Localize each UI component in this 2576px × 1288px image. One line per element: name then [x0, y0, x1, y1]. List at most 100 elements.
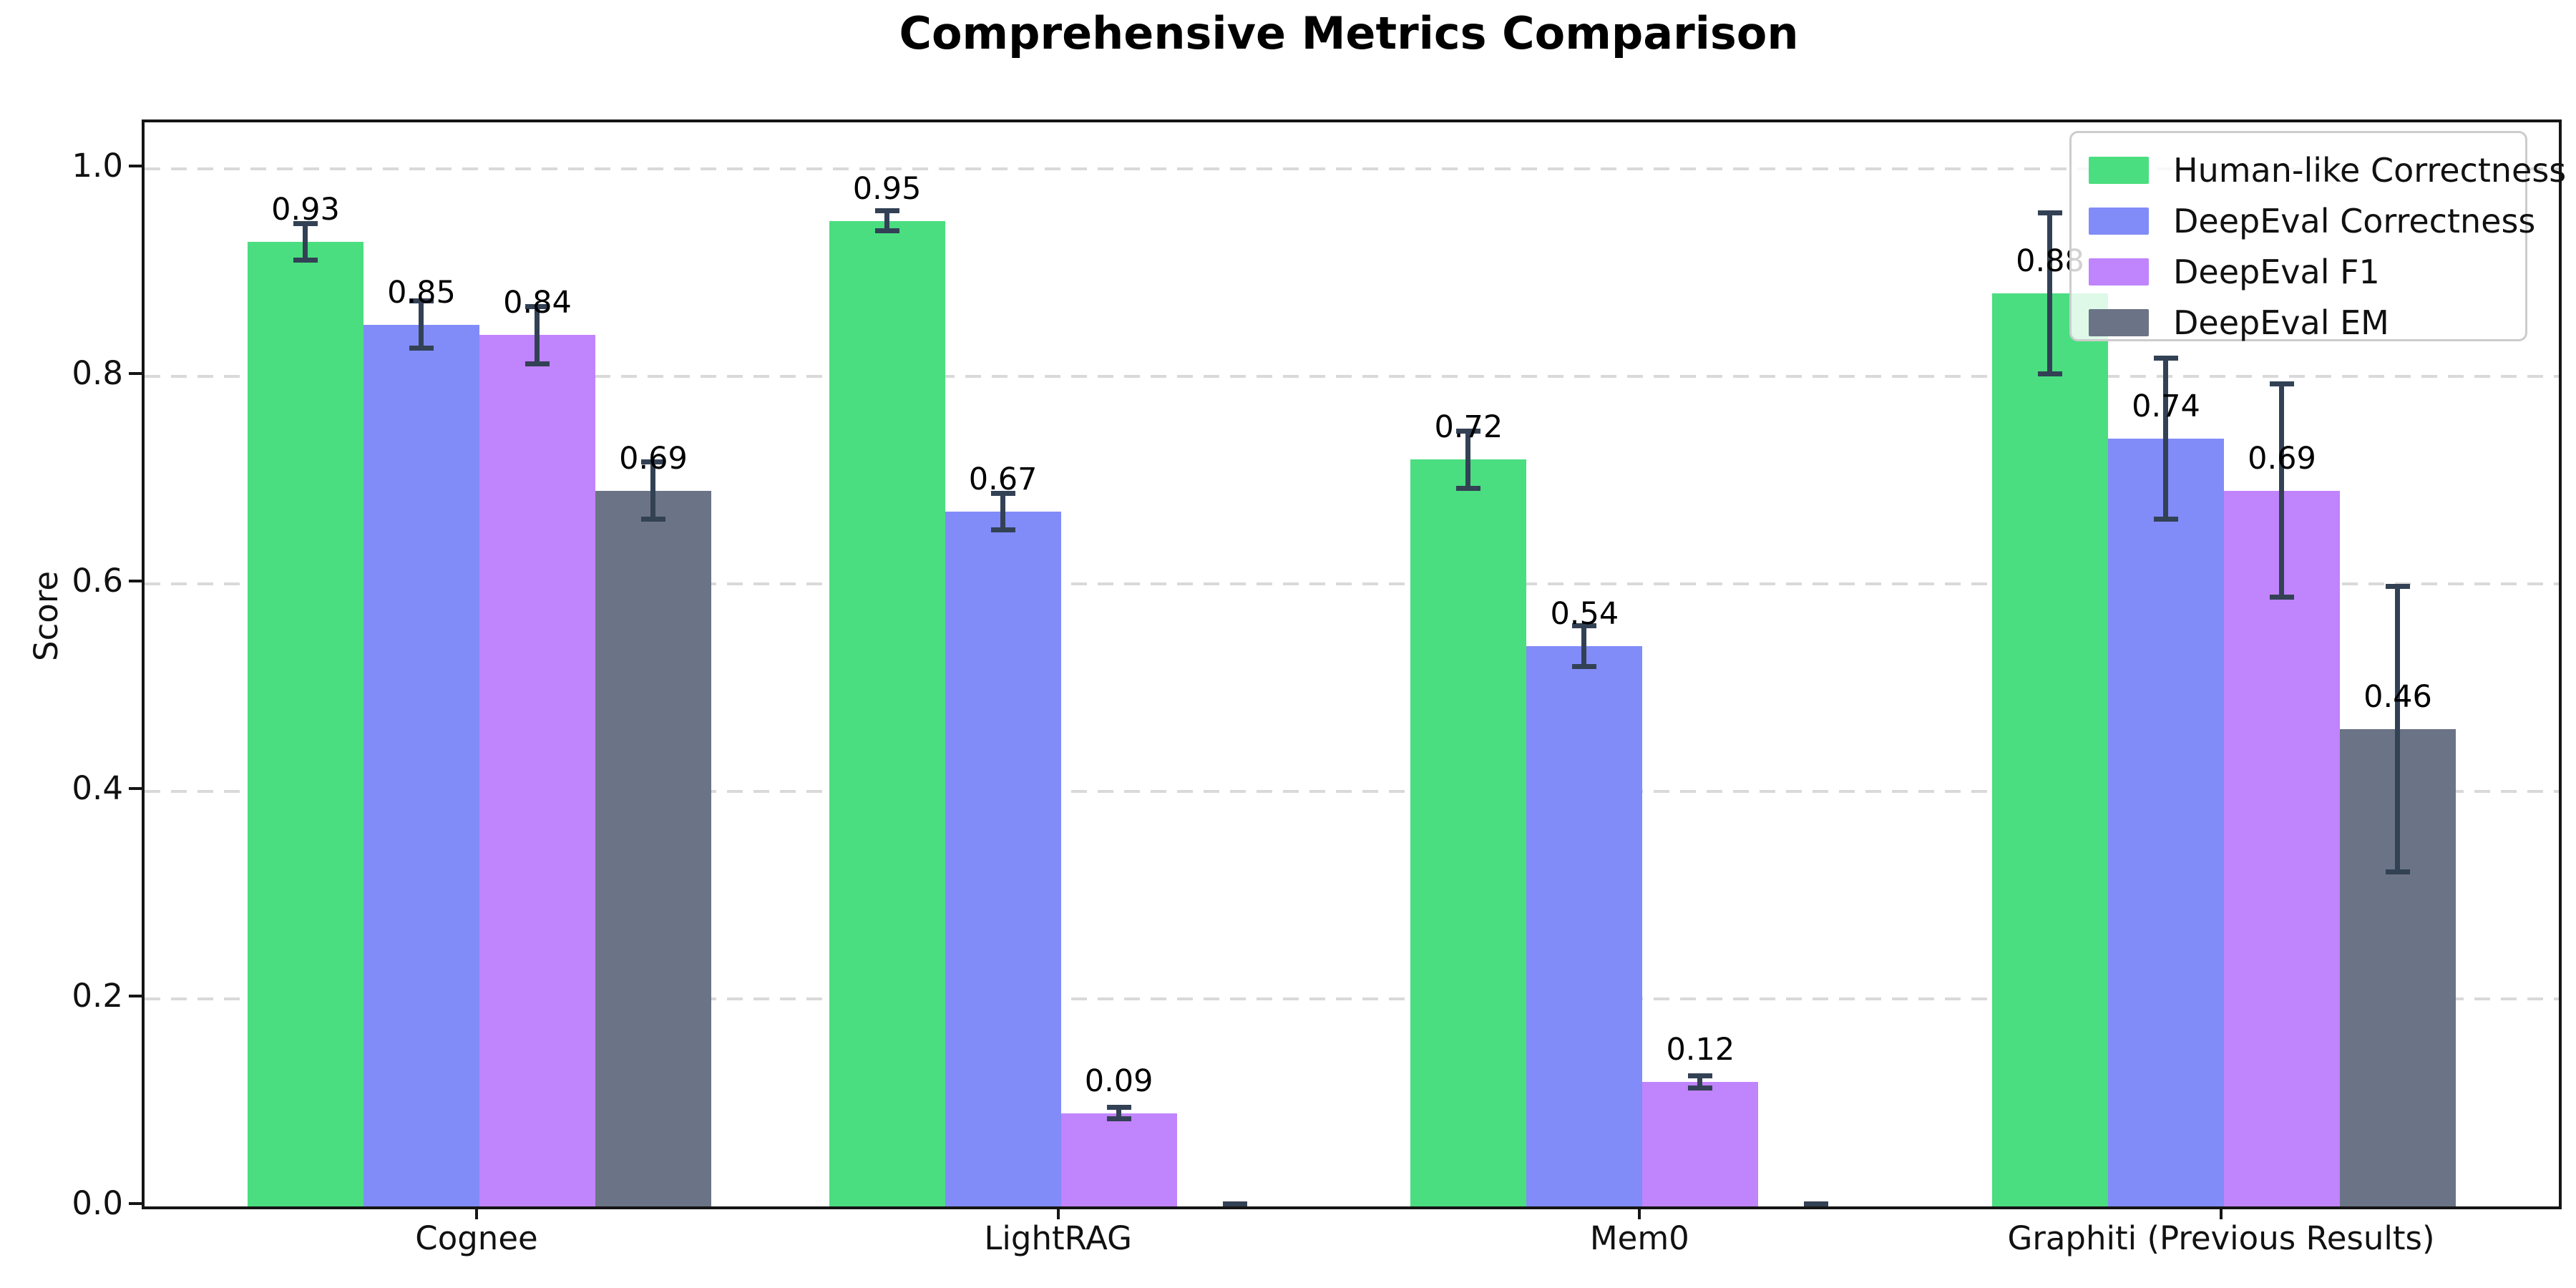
legend-swatch	[2089, 309, 2149, 336]
bar-deepeval-f1-cognee	[479, 335, 595, 1206]
bar-value-label: 0.12	[1666, 1032, 1735, 1068]
bar-value-label: 0.93	[271, 191, 340, 228]
y-tick-label: 0.4	[72, 769, 123, 808]
error-bar-cap-bottom	[1222, 1201, 1247, 1206]
y-tick-mark	[129, 995, 142, 998]
error-bar	[293, 220, 318, 263]
gridline-0.4	[145, 790, 2559, 794]
legend-item-deepeval-correctness: DeepEval Correctness	[2089, 198, 2535, 244]
error-bar-cap-bottom	[641, 517, 665, 522]
error-bar	[409, 298, 434, 351]
legend-swatch	[2089, 258, 2149, 286]
bar-human-like-correctness-cognee	[248, 241, 364, 1206]
error-bar-cap-top	[1106, 1104, 1131, 1110]
y-tick-mark	[129, 787, 142, 791]
error-bar-cap-top	[409, 298, 434, 304]
legend-item-deepeval-f1: DeepEval F1	[2089, 249, 2525, 295]
bar-value-label: 0.67	[968, 461, 1038, 497]
error-bar-cap-bottom	[874, 228, 899, 234]
error-bar	[2038, 210, 2062, 377]
error-bar-cap-top	[293, 220, 318, 226]
bar-human-like-correctness-graphiti-previous-results-	[1992, 293, 2108, 1206]
bar-human-like-correctness-lightrag	[829, 220, 945, 1206]
error-bar	[1222, 1201, 1247, 1206]
error-bar-cap-top	[525, 303, 550, 309]
legend-label: DeepEval EM	[2173, 303, 2389, 342]
error-bar	[1688, 1073, 1713, 1091]
y-tick-label: 0.8	[72, 354, 123, 393]
bar-value-label: 0.72	[1434, 409, 1503, 446]
error-bar-cap-bottom	[2270, 594, 2294, 600]
error-bar	[1106, 1104, 1131, 1122]
chart-title: Comprehensive Metrics Comparison	[899, 7, 1799, 59]
y-tick-mark	[129, 580, 142, 583]
error-bar-line	[1697, 1073, 1703, 1091]
error-bar-line	[2047, 210, 2052, 377]
y-tick-label: 0.0	[72, 1184, 123, 1222]
bar-value-label: 0.74	[2132, 389, 2200, 425]
bar-value-label: 0.54	[1550, 596, 1619, 633]
error-bar-cap-bottom	[293, 257, 318, 263]
legend-label: DeepEval F1	[2173, 253, 2380, 291]
error-bar-cap-bottom	[1688, 1085, 1713, 1091]
bar-value-label: 0.09	[1084, 1063, 1153, 1099]
error-bar	[641, 459, 665, 522]
legend-label: DeepEval Correctness	[2173, 202, 2536, 240]
bar-value-label: 0.85	[387, 274, 456, 311]
bar-value-label: 0.69	[619, 440, 688, 477]
gridline-1.0	[145, 167, 2559, 171]
gridline-0.2	[145, 997, 2559, 1001]
bar-deepeval-correctness-graphiti-previous-results-	[2108, 439, 2224, 1206]
y-tick-label: 0.6	[72, 562, 123, 600]
error-bar-cap-bottom	[2038, 371, 2062, 377]
bar-value-label: 0.69	[2248, 440, 2316, 477]
x-tick-mark	[475, 1206, 478, 1219]
error-bar	[1572, 623, 1597, 670]
error-bar-line	[1116, 1104, 1121, 1122]
error-bar-cap-top	[1688, 1073, 1713, 1079]
error-bar-line	[884, 208, 889, 234]
x-tick-label-3: Mem0	[1589, 1219, 1689, 1257]
legend-swatch	[2089, 157, 2149, 184]
error-bar-cap-top	[1456, 428, 1481, 434]
legend-item-human-like-correctness: Human-like Correctness	[2089, 147, 2566, 193]
error-bar-cap-top	[874, 208, 899, 214]
x-tick-mark	[1056, 1206, 1060, 1219]
bar-value-label: 0.95	[852, 170, 922, 207]
error-bar-line	[303, 220, 308, 263]
legend-swatch	[2089, 208, 2149, 235]
error-bar	[874, 208, 899, 234]
y-tick-label: 1.0	[72, 147, 123, 185]
error-bar	[2154, 356, 2178, 522]
y-tick-mark	[129, 372, 142, 376]
y-tick-mark	[129, 165, 142, 168]
error-bar-cap-top	[2038, 210, 2062, 216]
error-bar-cap-bottom	[990, 527, 1015, 532]
error-bar-line	[1000, 490, 1005, 532]
error-bar-line	[1465, 428, 1471, 491]
error-bar-cap-top	[1572, 623, 1597, 629]
x-tick-label-4: Graphiti (Previous Results)	[2007, 1219, 2435, 1257]
x-tick-label-2: LightRAG	[984, 1219, 1132, 1257]
gridline-0.8	[145, 375, 2559, 379]
error-bar-cap-top	[990, 490, 1015, 496]
gridline-0.6	[145, 582, 2559, 586]
error-bar-cap-top	[641, 459, 665, 465]
error-bar	[1456, 428, 1481, 491]
bar-value-label: 0.46	[2363, 679, 2432, 716]
error-bar	[1804, 1201, 1829, 1206]
error-bar-cap-bottom	[525, 361, 550, 366]
bar-deepeval-em-cognee	[595, 490, 711, 1206]
error-bar-cap-top	[2386, 584, 2410, 590]
error-bar-line	[535, 303, 540, 366]
error-bar	[2386, 584, 2410, 875]
error-bar-line	[650, 459, 655, 522]
bar-deepeval-f1-graphiti-previous-results-	[2224, 490, 2340, 1206]
error-bar-cap-bottom	[2154, 517, 2178, 522]
legend-item-deepeval-em: DeepEval EM	[2089, 300, 2525, 346]
legend-label: Human-like Correctness	[2173, 151, 2567, 190]
x-tick-label-1: Cognee	[415, 1219, 538, 1257]
error-bar-cap-bottom	[1106, 1116, 1131, 1122]
error-bar-cap-top	[2154, 356, 2178, 361]
